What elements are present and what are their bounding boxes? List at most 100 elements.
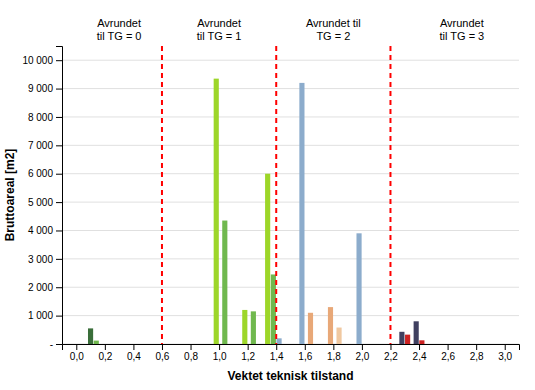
y-tick-mark xyxy=(56,145,62,146)
y-tick-mark xyxy=(56,89,62,90)
x-tick: 2,0 xyxy=(355,344,369,362)
y-tick-label: 10 000 xyxy=(22,55,53,66)
x-axis-line xyxy=(63,345,520,351)
y-tick-label: 4 000 xyxy=(28,225,53,236)
bar xyxy=(414,321,419,344)
grid-line xyxy=(62,88,519,89)
y-axis-title: Bruttoareal [m2] xyxy=(3,149,17,242)
bar xyxy=(336,328,341,344)
x-tick: 1,4 xyxy=(270,344,284,362)
x-axis-title: Vektet teknisk tilstand xyxy=(227,369,353,383)
annotation: Avrundettil TG = 0 xyxy=(97,17,142,42)
x-tick-mark xyxy=(276,344,277,350)
grid-line xyxy=(62,315,519,316)
x-tick-mark xyxy=(191,344,192,350)
bar xyxy=(222,221,227,344)
grid-line xyxy=(62,173,519,174)
x-tick: 0,2 xyxy=(98,344,112,362)
bar xyxy=(405,335,410,344)
y-tick-mark xyxy=(56,202,62,203)
x-tick-mark xyxy=(448,344,449,350)
y-tick: 4 000 xyxy=(28,225,62,236)
y-tick-label: 2 000 xyxy=(28,282,53,293)
grid-line xyxy=(62,145,519,146)
bar xyxy=(299,83,304,344)
bar xyxy=(419,340,424,344)
y-tick: 1 000 xyxy=(28,310,62,321)
chart: 0,0 0,2 0,4 0,6 0,8 1,0 1,2 1,4 1,6 1,8 2,0 2,2 2,4 2… xyxy=(0,0,535,390)
y-axis-line xyxy=(56,47,63,345)
x-tick: 2,8 xyxy=(470,344,484,362)
y-tick-label: 1 000 xyxy=(28,310,53,321)
x-tick: 0,6 xyxy=(156,344,170,362)
reference-line xyxy=(389,46,391,344)
plot: 0,0 0,2 0,4 0,6 0,8 1,0 1,2 1,4 1,6 1,8 2,0 2,2 2,4 2… xyxy=(22,17,519,362)
x-tick: 3,0 xyxy=(498,344,512,362)
y-tick-label: 3 000 xyxy=(28,254,53,265)
y-tick: 8 000 xyxy=(28,112,62,123)
x-tick-label: 3,0 xyxy=(498,351,512,362)
x-tick-label: 0,0 xyxy=(70,351,84,362)
bar xyxy=(271,274,276,344)
x-tick-label: 0,8 xyxy=(184,351,198,362)
y-tick-label: 5 000 xyxy=(28,197,53,208)
y-tick-mark xyxy=(56,287,62,288)
x-tick-mark xyxy=(305,344,306,350)
reference-line xyxy=(161,46,163,344)
y-tick: 6 000 xyxy=(28,168,62,179)
x-tick-label: 1,2 xyxy=(241,351,255,362)
annotation: Avrundettil TG = 3 xyxy=(440,17,485,42)
x-tick-label: 1,0 xyxy=(213,351,227,362)
y-tick-mark xyxy=(56,259,62,260)
x-tick-mark xyxy=(505,344,506,350)
annotations: Avrundettil TG = 0 Avrundettil TG = 1 Avru… xyxy=(97,17,484,42)
x-tick-mark xyxy=(362,344,363,350)
grid-line xyxy=(62,287,519,288)
reference-line xyxy=(275,46,277,344)
bar xyxy=(277,338,282,344)
bar xyxy=(328,307,333,344)
y-tick-label: 7 000 xyxy=(28,140,53,151)
grid-line xyxy=(62,60,519,61)
y-tick: - xyxy=(50,339,62,350)
x-tick: 0,0 xyxy=(70,344,84,362)
annotation: Avrundettil TG = 1 xyxy=(197,17,242,42)
y-tick-mark xyxy=(56,117,62,118)
x-tick-label: 0,6 xyxy=(156,351,170,362)
bar xyxy=(242,310,247,344)
y-tick: 2 000 xyxy=(28,282,62,293)
x-tick: 2,4 xyxy=(413,344,427,362)
annotation: Avrundet tilTG = 2 xyxy=(306,17,361,42)
grid xyxy=(62,60,519,344)
marks xyxy=(88,46,424,344)
x-tick-label: 2,2 xyxy=(384,351,398,362)
x-tick-mark xyxy=(133,344,134,350)
grid-line xyxy=(62,258,519,259)
y-tick-mark xyxy=(56,174,62,175)
x-tick: 0,8 xyxy=(184,344,198,362)
x-tick-label: 2,8 xyxy=(470,351,484,362)
x-axis: 0,0 0,2 0,4 0,6 0,8 1,0 1,2 1,4 1,6 1,8 2,0 2,2 2,4 2… xyxy=(63,344,520,362)
y-tick-mark xyxy=(56,344,62,345)
bar xyxy=(214,79,219,344)
bar xyxy=(265,174,270,344)
bar xyxy=(399,332,404,344)
x-tick-mark xyxy=(476,344,477,350)
y-tick: 9 000 xyxy=(28,83,62,94)
bar xyxy=(94,341,99,344)
x-tick: 1,8 xyxy=(327,344,341,362)
x-tick: 1,2 xyxy=(241,344,255,362)
y-axis: - 1 000 2 000 3 000 4 000 5 000 6 000 7 000 8 00… xyxy=(22,47,62,350)
y-tick: 10 000 xyxy=(22,55,62,66)
x-tick-label: 0,4 xyxy=(127,351,141,362)
x-tick-label: 1,6 xyxy=(298,351,312,362)
y-tick: 5 000 xyxy=(28,197,62,208)
y-tick-mark xyxy=(56,60,62,61)
y-tick-label: - xyxy=(50,339,53,350)
bar xyxy=(251,311,256,344)
grid-line xyxy=(62,230,519,231)
y-tick-label: 8 000 xyxy=(28,112,53,123)
y-tick-mark xyxy=(56,230,62,231)
x-tick-label: 2,4 xyxy=(413,351,427,362)
bar xyxy=(308,313,313,344)
